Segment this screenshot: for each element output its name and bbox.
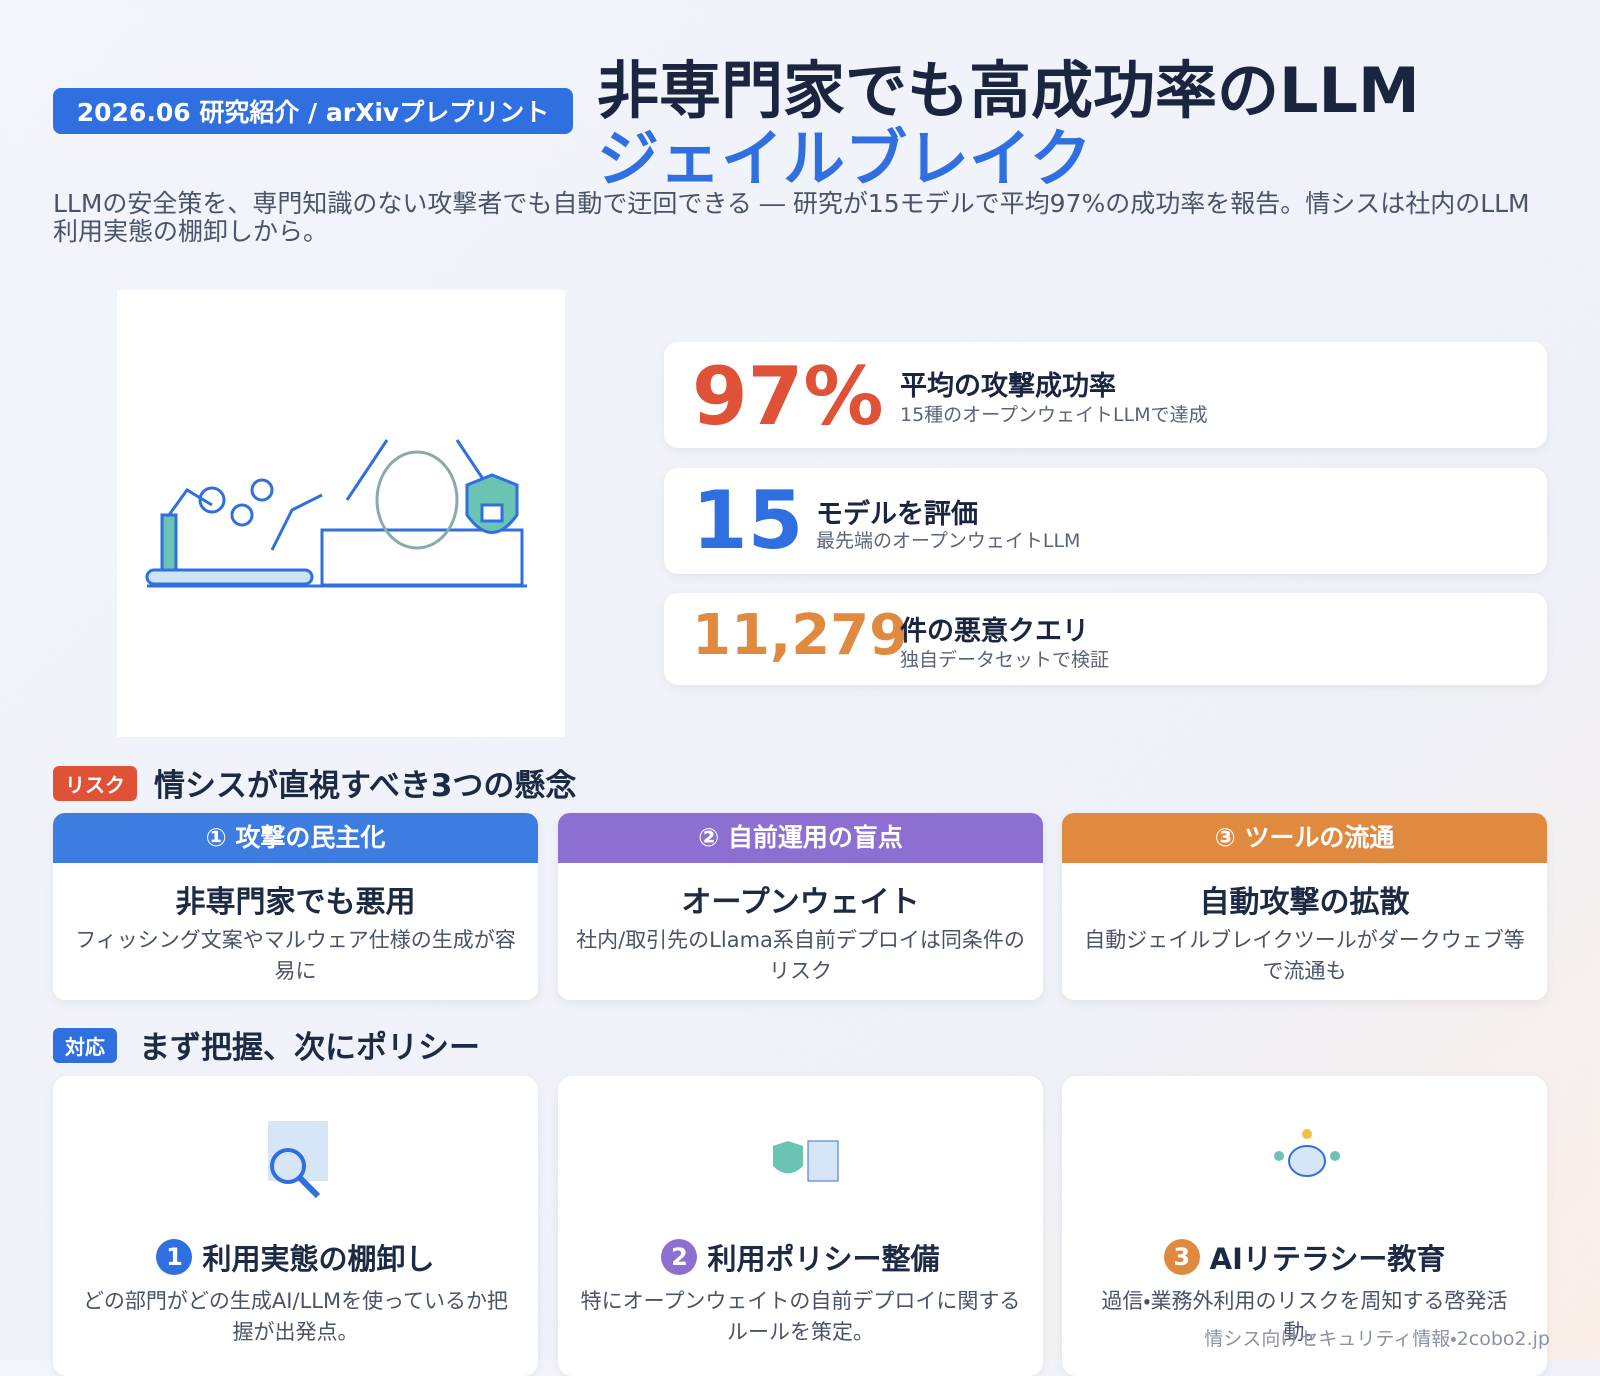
card-header: ③ ツールの流通 xyxy=(1062,813,1547,863)
action-card: 1 利用実態の棚卸し どの部門がどの生成AI/LLMを使っているか把握が出発点。 xyxy=(53,1076,538,1376)
stat-label: モデルを評価 xyxy=(816,499,978,530)
card-title: 非専門家でも悪用 xyxy=(175,885,416,920)
card-text: どの部門がどの生成AI/LLMを使っているか把握が出発点。 xyxy=(82,1289,509,1344)
illustration xyxy=(117,290,565,737)
card-text: 自動ジェイルブレイクツールがダークウェブ等で流通も xyxy=(1084,928,1525,983)
section-heading: 情シスが直視すべき3つの懸念 xyxy=(154,768,577,804)
icon xyxy=(1274,1129,1340,1177)
section-tag: リスク xyxy=(53,766,137,801)
stat-card: 15 モデルを評価 最先端のオープンウェイトLLM xyxy=(664,468,1547,574)
title: ジェイルブレイク xyxy=(597,122,1092,195)
stat-card: 97% 平均の攻撃成功率 15種のオープンウェイトLLMで達成 xyxy=(664,342,1547,448)
card-text: フィッシング文案やマルウェア仕様の生成が容易に xyxy=(75,928,516,983)
card-title: AIリテラシー教育 xyxy=(1209,1242,1446,1276)
stat-sub: 最先端のオープンウェイトLLM xyxy=(816,530,1081,552)
icon xyxy=(268,1121,328,1199)
action-card: 3 AIリテラシー教育 過信・業務外利用のリスクを周知する啓発活動。 xyxy=(1062,1076,1547,1376)
card-text: 社内/取引先のLlama系自前デプロイは同条件のリスク xyxy=(576,928,1025,983)
risk-card: ② 自前運用の盲点オープンウェイト社内/取引先のLlama系自前デプロイは同条件… xyxy=(558,813,1043,1000)
stat-sub: 15種のオープンウェイトLLMで達成 xyxy=(900,404,1208,426)
section-tag: 対応 xyxy=(53,1028,117,1063)
stat-value: 11,279 xyxy=(692,603,909,668)
stat-label: 件の悪意クエリ xyxy=(900,616,1089,647)
card-header: ① 攻撃の民主化 xyxy=(53,813,538,863)
card-header: ② 自前運用の盲点 xyxy=(558,813,1043,863)
illustration-art xyxy=(145,439,527,588)
icon xyxy=(773,1140,839,1182)
stat-label: 平均の攻撃成功率 xyxy=(900,371,1116,402)
card-text: 特にオープンウェイトの自前デプロイに関するルールを策定。 xyxy=(580,1289,1021,1344)
title: 非専門家でも高成功率のLLM xyxy=(597,54,1420,127)
card-title: 利用ポリシー整備 xyxy=(707,1242,940,1276)
lead: LLMの安全策を、専門知識のない攻撃者でも自動で迂回できる ― 研究が15モデル… xyxy=(53,189,1530,246)
stat-value: 15 xyxy=(692,474,804,567)
section-heading: まず把握、次にポリシー xyxy=(139,1030,480,1066)
step-number: 1 xyxy=(156,1239,193,1275)
step-number: 2 xyxy=(661,1239,698,1275)
card-title: オープンウェイト xyxy=(681,885,920,920)
risk-card: ③ ツールの流通自動攻撃の拡散自動ジェイルブレイクツールがダークウェブ等で流通も xyxy=(1062,813,1547,1000)
step-number: 3 xyxy=(1163,1239,1200,1275)
footer: 情シス向けセキュリティ情報・2cobo2.jp xyxy=(1204,1328,1550,1350)
action-card: 2 利用ポリシー整備 特にオープンウェイトの自前デプロイに関するルールを策定。 xyxy=(558,1076,1043,1376)
risk-card: ① 攻撃の民主化非専門家でも悪用フィッシング文案やマルウェア仕様の生成が容易に xyxy=(53,813,538,1000)
badge: 2026.06 研究紹介 / arXivプレプリント xyxy=(53,88,573,134)
stat-sub: 独自データセットで検証 xyxy=(900,649,1110,671)
stat-card: 11,279 件の悪意クエリ 独自データセットで検証 xyxy=(664,593,1547,685)
card-title: 利用実態の棚卸し xyxy=(202,1242,435,1276)
stat-value: 97% xyxy=(692,350,884,443)
card-text: 過信・業務外利用のリスクを周知する啓発活動。 xyxy=(1101,1289,1508,1344)
card-title: 自動攻撃の拡散 xyxy=(1199,885,1410,920)
